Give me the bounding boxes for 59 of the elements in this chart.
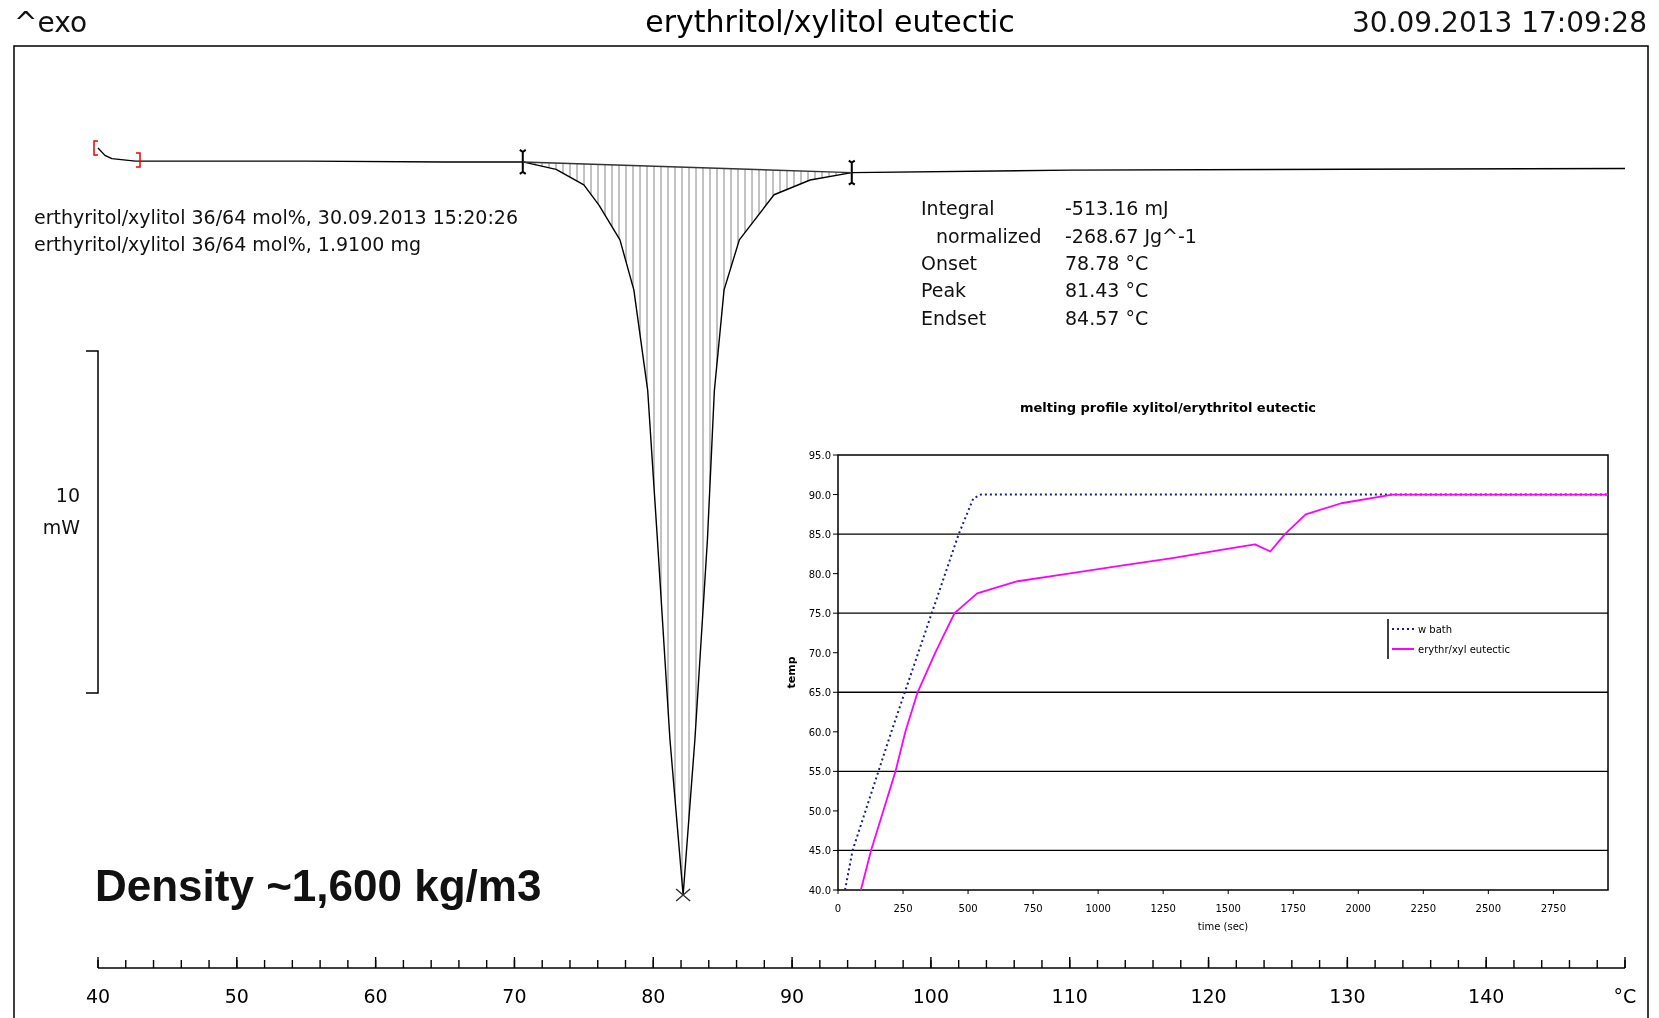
- annotation: -268.67 Jg^-1: [1065, 225, 1197, 247]
- x-tick-label: 110: [1051, 985, 1088, 1007]
- legend-label: w bath: [1418, 624, 1453, 635]
- text: ^exo: [14, 6, 88, 39]
- legend-label: erythr/xyl eutectic: [1418, 644, 1510, 655]
- y-tick-label: 60.0: [808, 726, 831, 738]
- x-tick-label: 60: [363, 985, 388, 1007]
- annotation: normalized: [936, 225, 1042, 247]
- annotation: -513.16 mJ: [1065, 197, 1169, 219]
- y-tick-label: 80.0: [808, 568, 831, 580]
- y-tick-label: 40.0: [808, 885, 831, 896]
- chart-title: melting profile xylitol/erythritol eutectic: [1019, 400, 1317, 415]
- x-tick-label: 130: [1329, 985, 1366, 1007]
- annotation: erthyritol/xylitol 36/64 mol%, 30.09.2013 15:20:26: [34, 206, 519, 228]
- annotation: 84.57 °C: [1065, 307, 1149, 329]
- x-tick-label: °C: [1613, 985, 1637, 1007]
- text: 30.09.2013 17:09:28: [1352, 6, 1647, 39]
- x-tick-label: 100: [912, 985, 950, 1007]
- x-tick-label: 90: [780, 985, 805, 1007]
- annotation: 81.43 °C: [1065, 279, 1149, 301]
- y-tick-label: 70.0: [808, 647, 831, 659]
- annotation: erthyritol/xylitol 36/64 mol%, 1.9100 mg: [34, 233, 421, 255]
- x-tick-label: 50: [224, 985, 249, 1007]
- x-tick-label: 1250: [1150, 903, 1176, 914]
- x-tick-label: 0: [834, 903, 842, 914]
- x-tick-label: 2500: [1475, 903, 1502, 914]
- text: 10: [55, 484, 80, 506]
- y-tick-label: 45.0: [808, 845, 831, 857]
- y-tick-label: 55.0: [808, 766, 831, 778]
- x-tick-label: 1500: [1215, 903, 1241, 914]
- x-tick-label: 80: [641, 985, 666, 1007]
- x-tick-label: 120: [1190, 985, 1227, 1007]
- x-tick-label: 1750: [1280, 903, 1306, 914]
- x-tick-label: 140: [1468, 985, 1505, 1007]
- x-tick-label: 750: [1023, 903, 1043, 914]
- y-tick-label: 50.0: [808, 805, 831, 817]
- annotation: Onset: [921, 252, 978, 274]
- annotation: 78.78 °C: [1065, 252, 1149, 274]
- text: mW: [42, 516, 81, 538]
- chart-title: erythritol/xylitol eutectic: [645, 4, 1015, 39]
- x-tick-label: 250: [893, 903, 913, 914]
- y-tick-label: 95.0: [808, 450, 831, 461]
- y-tick-label: 90.0: [808, 489, 831, 501]
- y-axis-title: temp: [785, 656, 798, 689]
- annotation: Endset: [921, 307, 987, 329]
- y-tick-label: 65.0: [808, 687, 831, 699]
- y-tick-label: 75.0: [808, 608, 831, 620]
- x-tick-label: 40: [85, 985, 111, 1007]
- x-tick-label: 2250: [1410, 903, 1437, 914]
- x-tick-label: 500: [958, 903, 978, 914]
- x-tick-label: 2000: [1345, 903, 1371, 914]
- annotation: Peak: [921, 279, 967, 301]
- annotation: Density ~1,600 kg/m3: [95, 861, 542, 910]
- x-tick-label: 2750: [1540, 903, 1567, 914]
- x-tick-label: 70: [502, 985, 527, 1007]
- y-tick-label: 85.0: [808, 529, 831, 541]
- x-tick-label: 1000: [1085, 903, 1111, 914]
- annotation: Integral: [921, 197, 995, 219]
- x-axis-title: time (sec): [1197, 921, 1249, 932]
